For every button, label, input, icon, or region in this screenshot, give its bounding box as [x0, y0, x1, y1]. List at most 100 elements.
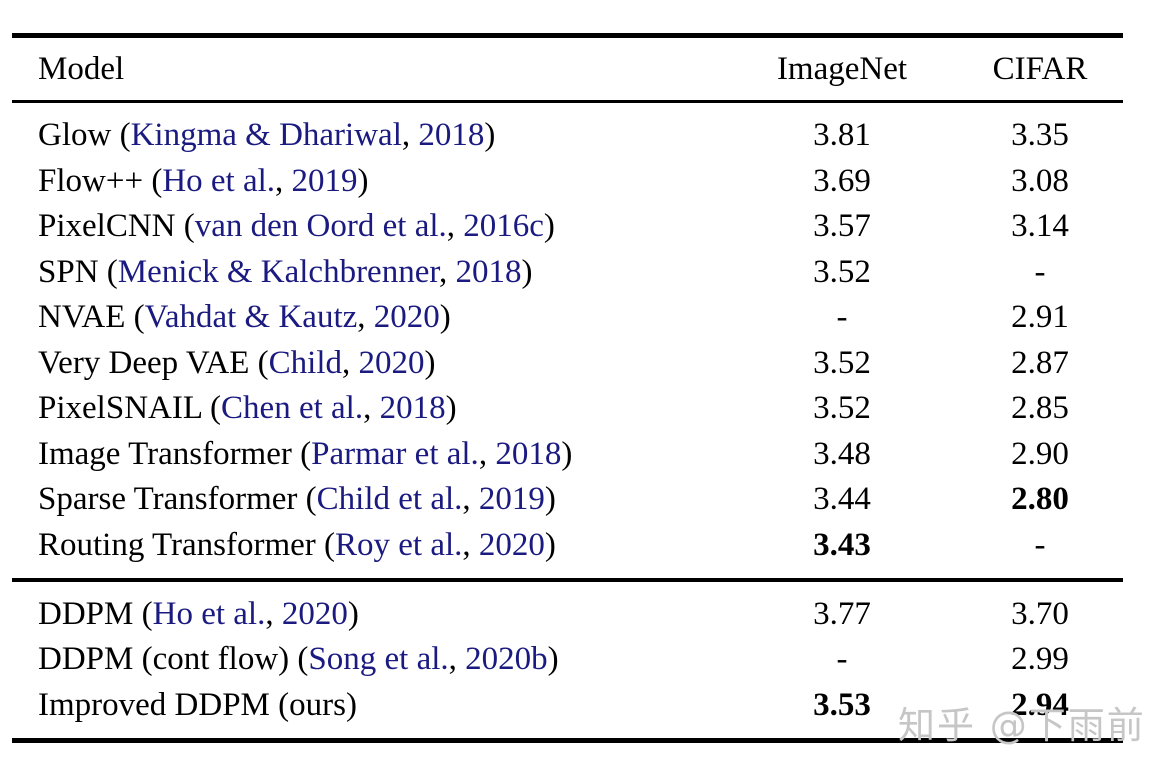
citation-year-link[interactable]: 2018: [379, 392, 446, 426]
cifar-value: 3.70: [1011, 595, 1069, 632]
model-name: NVAE: [38, 301, 126, 335]
model-cell: DDPM (Ho et al., 2020): [12, 598, 727, 631]
model-name: Image Transformer: [38, 437, 292, 471]
citation: (Child et al., 2019): [297, 483, 556, 517]
table-row: DDPM (Ho et al., 2020) 3.77 3.70: [12, 592, 1123, 638]
imagenet-value: 3.48: [813, 435, 871, 472]
citation-paren-close: ): [543, 210, 555, 244]
ddpm-models-section: DDPM (Ho et al., 2020) 3.77 3.70 DDPM (c…: [12, 582, 1123, 739]
citation-paren-close: ): [561, 437, 573, 471]
citation-paren-open: (: [249, 346, 269, 380]
citation-paren-open: (: [175, 210, 195, 244]
imagenet-value: 3.52: [813, 253, 871, 290]
citation-separator: ,: [401, 119, 419, 153]
imagenet-value: -: [836, 299, 848, 336]
citation-authors-link[interactable]: Ho et al.: [152, 597, 266, 631]
citation: (Child, 2020): [249, 346, 436, 380]
model-cell: NVAE (Vahdat & Kautz, 2020): [12, 301, 727, 334]
imagenet-value: 3.53: [813, 686, 871, 723]
table-row: SPN (Menick & Kalchbrenner, 2018) 3.52 -: [12, 250, 1123, 296]
model-cell: Glow (Kingma & Dhariwal, 2018): [12, 119, 727, 152]
citation-paren-close: ): [547, 643, 559, 677]
citation-authors-link[interactable]: Child: [268, 346, 343, 380]
zhihu-watermark: 知乎 @下雨前: [898, 704, 1146, 747]
citation-separator: ,: [265, 597, 282, 631]
citation-year-link[interactable]: 2020: [358, 346, 425, 380]
model-name: PixelSNAIL: [38, 392, 202, 426]
cifar-value: -: [1034, 253, 1046, 290]
table-row: NVAE (Vahdat & Kautz, 2020) - 2.91: [12, 295, 1123, 341]
model-cell: PixelSNAIL (Chen et al., 2018): [12, 392, 727, 425]
citation-authors-link[interactable]: Vahdat & Kautz: [144, 301, 358, 335]
citation-year-link[interactable]: 2018: [495, 437, 562, 471]
citation: (Menick & Kalchbrenner, 2018): [99, 256, 533, 289]
citation-separator: ,: [275, 164, 292, 198]
citation-paren-close: ): [544, 483, 556, 517]
citation-authors-link[interactable]: Menick & Kalchbrenner: [117, 255, 440, 289]
model-name: DDPM (cont flow): [38, 643, 290, 677]
cifar-value: 2.99: [1011, 641, 1069, 678]
citation-authors-link[interactable]: Ho et al.: [162, 164, 276, 198]
model-name: PixelCNN: [38, 210, 176, 244]
citation-authors-link[interactable]: Parmar et al.: [311, 437, 479, 471]
citation-paren-open: (: [98, 255, 118, 289]
model-name: Glow: [38, 119, 112, 153]
citation-year-link[interactable]: 2019: [291, 164, 358, 198]
cifar-value: 2.91: [1011, 299, 1069, 336]
cifar-value: -: [1034, 526, 1046, 563]
imagenet-value: 3.52: [813, 390, 871, 427]
citation-paren-close: ): [521, 255, 533, 289]
header-model: Model: [38, 52, 125, 86]
imagenet-value: 3.44: [813, 481, 871, 518]
citation-year-link[interactable]: 2020: [373, 301, 440, 335]
table-row: PixelCNN (van den Oord et al., 2016c) 3.…: [12, 204, 1123, 250]
results-table: Model ImageNet CIFAR Glow (Kingma & Dhar…: [12, 33, 1123, 743]
citation-year-link[interactable]: 2018: [418, 119, 485, 153]
citation-authors-link[interactable]: Song et al.: [308, 643, 449, 677]
imagenet-value: 3.52: [813, 344, 871, 381]
imagenet-value: 3.81: [813, 117, 871, 154]
citation-year-link[interactable]: 2020: [478, 528, 545, 562]
citation: (Chen et al., 2018): [202, 392, 457, 425]
citation-year-link[interactable]: 2018: [455, 255, 522, 289]
citation-authors-link[interactable]: Child et al.: [316, 483, 463, 517]
citation-paren-close: ): [445, 392, 457, 426]
citation-paren-close: ): [544, 528, 556, 562]
cifar-value: 2.94: [1011, 686, 1069, 723]
citation-separator: ,: [342, 346, 359, 380]
citation-paren-open: (: [297, 483, 317, 517]
table-header-row: Model ImageNet CIFAR: [12, 38, 1123, 100]
citation-year-link[interactable]: 2020: [281, 597, 348, 631]
model-name: Routing Transformer: [38, 528, 316, 562]
citation-authors-link[interactable]: van den Oord et al.: [194, 210, 447, 244]
table-top-rule: [12, 33, 1123, 38]
citation-year-link[interactable]: 2019: [478, 483, 545, 517]
table-row: Sparse Transformer (Child et al., 2019) …: [12, 477, 1123, 523]
model-cell: DDPM (cont flow) (Song et al., 2020b): [12, 643, 727, 676]
citation: (Song et al., 2020b): [289, 643, 558, 676]
citation-paren-open: (: [315, 528, 336, 562]
citation-paren-close: ): [484, 119, 496, 153]
model-name: Improved DDPM (ours): [38, 688, 357, 722]
citation-authors-link[interactable]: Chen et al.: [221, 392, 364, 426]
table-row: Glow (Kingma & Dhariwal, 2018) 3.81 3.35: [12, 113, 1123, 159]
table-bottom-rule: [12, 738, 1123, 743]
imagenet-value: -: [836, 641, 848, 678]
model-cell: Flow++ (Ho et al., 2019): [12, 165, 727, 198]
citation-separator: ,: [462, 528, 479, 562]
citation: (Ho et al., 2020): [133, 597, 359, 631]
citation-year-link[interactable]: 2020b: [465, 643, 548, 677]
citation-separator: ,: [448, 643, 466, 677]
table-row: Improved DDPM (ours) 3.53 2.94: [12, 683, 1123, 729]
citation-paren-close: ): [424, 346, 436, 380]
model-name: SPN: [38, 255, 99, 289]
citation-year-link[interactable]: 2016c: [463, 210, 544, 244]
citation-authors-link[interactable]: Roy et al.: [335, 528, 463, 562]
citation-paren-close: ): [347, 597, 359, 631]
citation: (Parmar et al., 2018): [292, 438, 572, 471]
citation-authors-link[interactable]: Kingma & Dhariwal: [130, 119, 402, 153]
cifar-value: 2.85: [1011, 390, 1069, 427]
baseline-models-section: Glow (Kingma & Dhariwal, 2018) 3.81 3.35…: [12, 103, 1123, 578]
citation-paren-open: (: [291, 437, 312, 471]
cifar-value: 2.90: [1011, 435, 1069, 472]
